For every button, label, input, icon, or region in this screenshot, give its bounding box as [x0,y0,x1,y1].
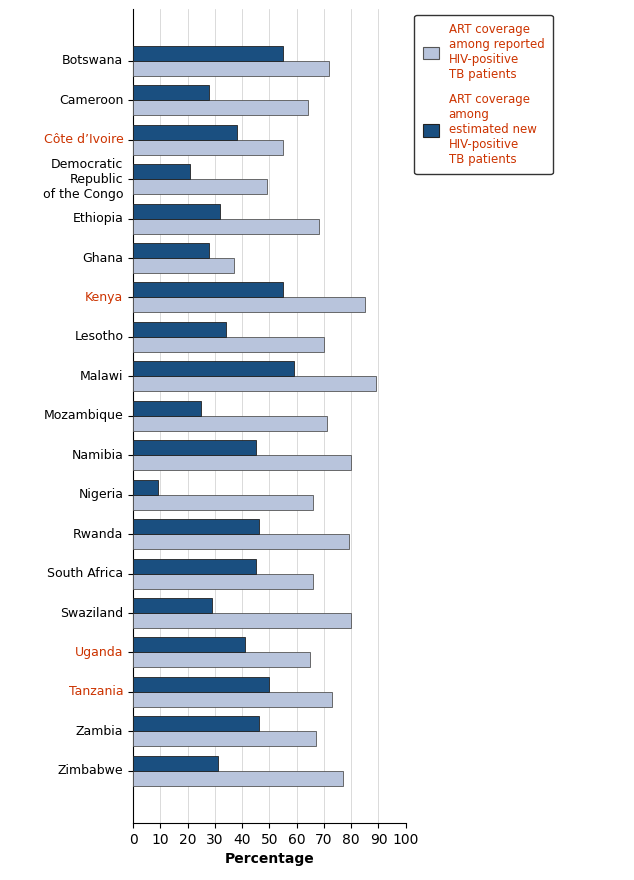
Bar [133,731,316,746]
Bar [133,337,324,352]
Bar [133,534,349,549]
Bar [133,297,365,312]
Bar [133,613,351,628]
X-axis label: Percentage: Percentage [224,852,314,866]
Bar [133,480,158,495]
Bar [133,771,343,786]
Bar [133,652,310,667]
Bar [133,692,332,707]
Bar [133,677,269,692]
Legend: ART coverage
among reported
HIV-positive
TB patients, ART coverage
among
estimat: ART coverage among reported HIV-positive… [415,15,553,174]
Bar [133,140,283,155]
Bar [133,495,313,510]
Bar [133,125,236,140]
Bar [133,85,209,100]
Bar [133,218,318,233]
Bar [133,362,294,377]
Bar [133,61,330,76]
Bar [133,46,283,61]
Bar [133,282,283,297]
Bar [133,455,351,470]
Bar [133,519,259,534]
Bar [133,637,245,652]
Bar [133,756,217,771]
Bar [133,203,221,218]
Bar [133,258,234,273]
Bar [133,598,212,613]
Bar [133,243,209,258]
Bar [133,100,307,115]
Bar [133,559,256,574]
Bar [133,322,226,337]
Bar [133,165,190,180]
Bar [133,416,327,431]
Bar [133,440,256,455]
Bar [133,716,259,731]
Bar [133,400,201,416]
Bar [133,180,267,194]
Bar [133,377,376,392]
Bar [133,574,313,589]
